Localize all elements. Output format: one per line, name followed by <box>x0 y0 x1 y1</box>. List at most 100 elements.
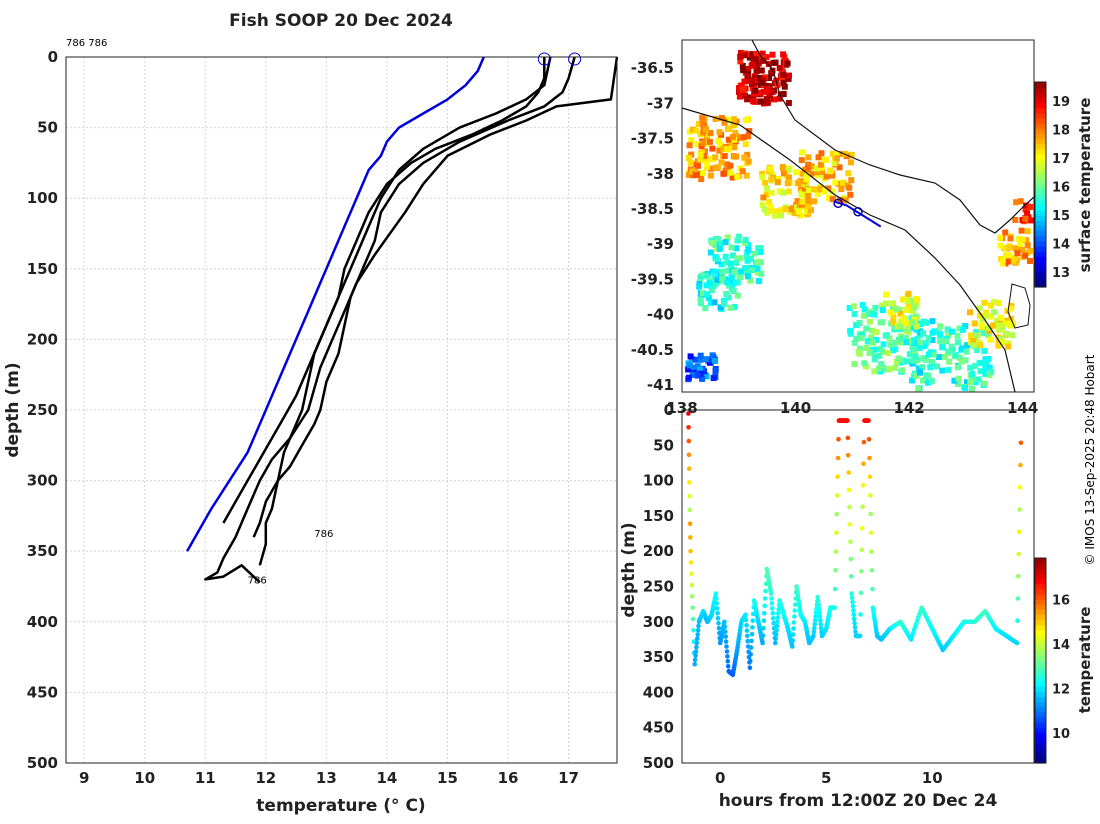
sst-cell <box>910 357 917 364</box>
time-depth-point <box>724 644 729 649</box>
map-y-tick-label: -37.5 <box>631 130 674 148</box>
sst-cell <box>734 292 741 299</box>
sst-cell <box>740 67 747 74</box>
time-depth-point <box>851 608 856 613</box>
time-depth-point <box>851 616 857 622</box>
sst-cell <box>758 270 765 277</box>
sst-cell <box>698 300 704 307</box>
sst-cell <box>1007 235 1014 242</box>
sst-cell <box>793 169 799 176</box>
sst-cell <box>866 349 873 356</box>
profile-series-profile-1 <box>258 57 546 566</box>
sst-cell <box>829 150 836 157</box>
sst-cell <box>997 314 1004 321</box>
sst-cell <box>723 161 730 168</box>
sst-cell <box>685 374 692 381</box>
sst-cell <box>766 75 773 81</box>
time-depth-point <box>813 614 818 619</box>
sst-cell <box>778 212 785 219</box>
sst-cell <box>911 341 918 348</box>
sst-colorbar-segment <box>1035 235 1046 242</box>
sst-cell <box>813 186 820 193</box>
profile-y-tick-label: 200 <box>27 330 58 348</box>
sst-cell <box>999 257 1006 264</box>
sst-cell <box>920 355 927 362</box>
time-depth-point <box>689 594 695 599</box>
time-depth-point <box>762 596 768 601</box>
map-x-tick-label: 142 <box>893 399 924 417</box>
sst-cell <box>803 176 810 183</box>
sst-cell <box>777 91 784 98</box>
sst-cell <box>945 366 952 373</box>
time-depth-point <box>818 622 823 627</box>
sst-cell <box>766 89 772 96</box>
sst-cell <box>929 336 936 343</box>
time-depth-point <box>859 526 865 531</box>
sst-cell <box>970 342 977 349</box>
profile-annotations: 786 786 <box>248 529 334 587</box>
sst-cell <box>882 332 889 339</box>
sst-cell <box>709 145 716 152</box>
time-depth-point <box>832 586 838 592</box>
sst-colorbar-tick-label: 13 <box>1052 266 1070 281</box>
sst-cell <box>1025 214 1032 221</box>
time-depth-point <box>849 591 854 596</box>
sst-cell <box>920 330 927 337</box>
sst-cell <box>833 152 840 159</box>
sst-cell <box>785 174 792 181</box>
time-depth-point <box>1014 640 1020 646</box>
profile-x-tick-label: 15 <box>437 769 458 787</box>
time-depth-point <box>716 625 722 631</box>
time-depth-point <box>763 588 768 594</box>
map-x-tick-label: 140 <box>780 399 811 417</box>
time-depth-point <box>818 618 823 623</box>
sst-cell <box>780 71 787 78</box>
sst-colorbar-segment <box>1035 230 1046 237</box>
sst-cell <box>997 234 1004 241</box>
sst-cell <box>1007 305 1014 312</box>
profile-y-tick-label: 250 <box>27 401 58 419</box>
time-depth-point <box>861 439 867 445</box>
sst-cell <box>742 236 749 243</box>
sst-cell <box>751 250 758 257</box>
sst-cell <box>697 356 704 363</box>
sst-cell <box>838 186 845 192</box>
sst-cell <box>825 185 832 192</box>
profile-series-profile-3 <box>204 56 619 584</box>
sst-colorbar-segment <box>1035 148 1046 155</box>
sst-cell <box>698 143 705 150</box>
sst-colorbar-segment <box>1035 174 1046 180</box>
sst-cell <box>759 174 766 181</box>
temperature-colorbar-segment <box>1035 640 1046 646</box>
time-depth-y-tick-label: 300 <box>643 613 674 631</box>
sst-cell <box>754 266 761 272</box>
sst-cell <box>810 198 817 205</box>
sst-cell <box>890 300 897 307</box>
sst-cell <box>735 233 742 240</box>
time-depth-point <box>832 605 837 610</box>
sst-cell <box>890 339 897 346</box>
sst-cell <box>749 81 755 88</box>
sst-cell <box>736 134 743 141</box>
time-depth-point <box>847 504 852 510</box>
sst-cell <box>902 335 909 342</box>
sst-cell <box>760 88 767 95</box>
sst-cell <box>732 130 739 136</box>
map-axes-box <box>681 39 1035 393</box>
sst-cell <box>977 341 984 348</box>
sst-cell <box>974 347 981 353</box>
sst-cell <box>760 194 767 201</box>
sst-cell <box>913 372 920 379</box>
time-depth-point <box>771 620 776 626</box>
sst-cell <box>745 267 752 274</box>
sst-cell <box>948 343 955 350</box>
time-depth-point <box>868 530 874 536</box>
profile-y-tick-label: 300 <box>27 472 58 490</box>
credit-text: © IMOS 13-Sep-2025 20:48 Hobart <box>1083 354 1097 565</box>
sst-cell <box>1004 258 1011 265</box>
sst-cell <box>905 323 911 330</box>
sst-cell <box>743 253 750 260</box>
sst-cell <box>919 364 926 371</box>
time-depth-x-ticks: 0 5 10 <box>715 769 943 787</box>
sst-cell <box>914 357 921 363</box>
